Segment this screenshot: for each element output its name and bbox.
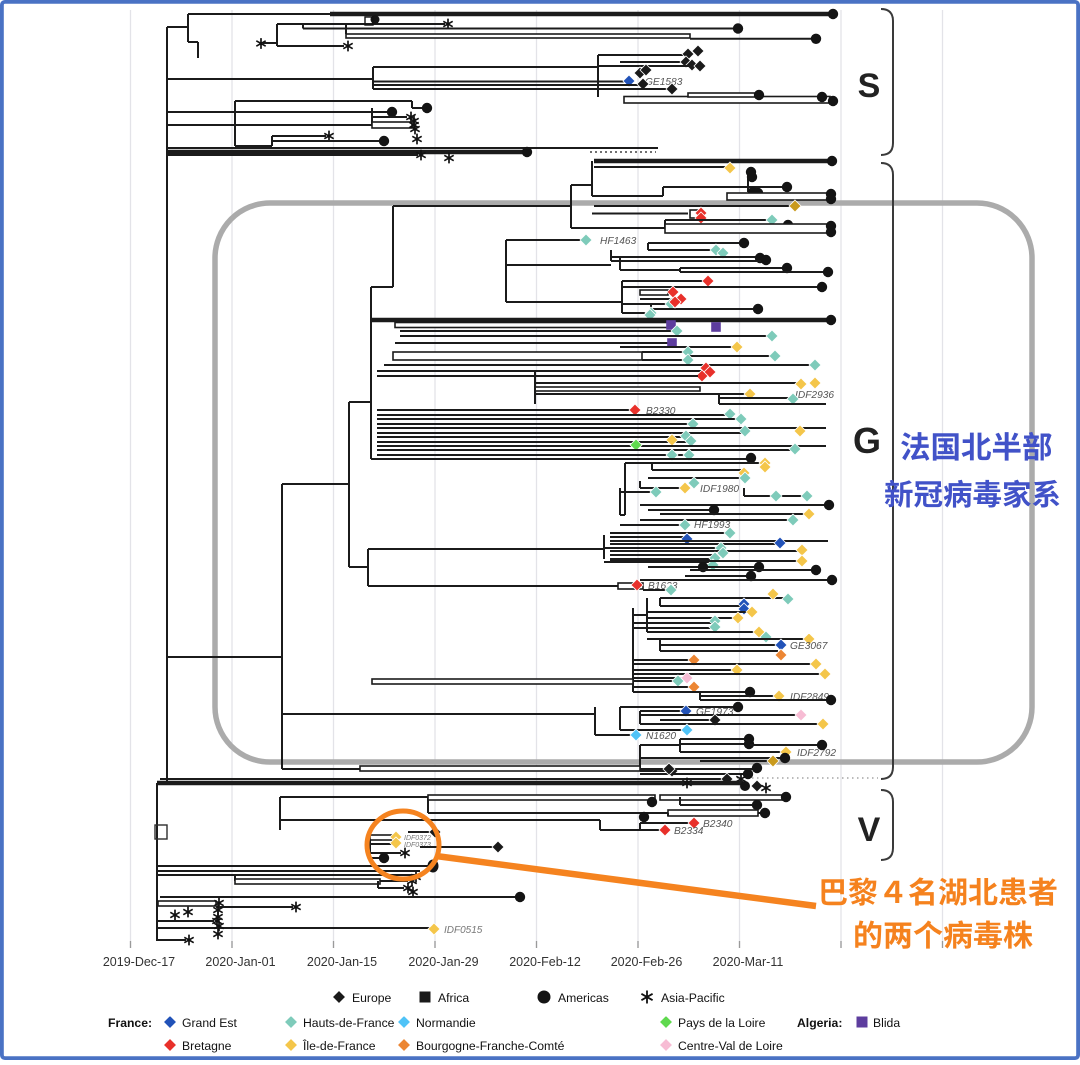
svg-text:IDF0515: IDF0515 (444, 925, 483, 936)
svg-text:B2330: B2330 (646, 406, 676, 417)
svg-text:N1620: N1620 (646, 731, 676, 742)
svg-text:IDF0373: IDF0373 (404, 842, 431, 849)
svg-text:S: S (858, 67, 881, 105)
svg-text:IDF0372: IDF0372 (404, 835, 431, 842)
svg-text:Asia-Pacific: Asia-Pacific (661, 991, 725, 1005)
svg-text:Algeria:: Algeria: (797, 1016, 842, 1030)
svg-text:GE1583: GE1583 (645, 77, 683, 88)
svg-text:Pays de la Loire: Pays de la Loire (678, 1016, 766, 1030)
svg-text:2019-Dec-17: 2019-Dec-17 (103, 955, 175, 969)
svg-text:Île-de-France: Île-de-France (302, 1038, 376, 1053)
svg-text:IDF2849: IDF2849 (790, 692, 829, 703)
svg-text:Normandie: Normandie (416, 1016, 476, 1030)
svg-text:Europe: Europe (352, 991, 392, 1005)
svg-text:V: V (858, 811, 881, 849)
svg-text:B2334: B2334 (674, 826, 704, 837)
svg-text:B1623: B1623 (648, 581, 678, 592)
svg-text:2020-Jan-29: 2020-Jan-29 (408, 955, 478, 969)
svg-text:2020-Feb-26: 2020-Feb-26 (611, 955, 683, 969)
svg-text:France:: France: (108, 1016, 152, 1030)
svg-text:B2340: B2340 (703, 819, 733, 830)
svg-text:2020-Jan-15: 2020-Jan-15 (307, 955, 377, 969)
svg-text:Hauts-de-France: Hauts-de-France (303, 1016, 395, 1030)
svg-text:IDF2936: IDF2936 (795, 390, 834, 401)
svg-text:Bourgogne-Franche-Comté: Bourgogne-Franche-Comté (416, 1039, 565, 1053)
svg-text:2020-Mar-11: 2020-Mar-11 (713, 955, 784, 969)
svg-text:GE3067: GE3067 (790, 641, 828, 652)
svg-text:Bretagne: Bretagne (182, 1039, 232, 1053)
svg-text:G: G (853, 420, 881, 461)
svg-text:Africa: Africa (438, 991, 469, 1005)
svg-text:HF1993: HF1993 (694, 520, 731, 531)
svg-text:GE1973: GE1973 (696, 707, 734, 718)
svg-text:Grand Est: Grand Est (182, 1016, 237, 1030)
svg-text:HF1463: HF1463 (600, 236, 637, 247)
svg-text:2020-Feb-12: 2020-Feb-12 (509, 955, 581, 969)
svg-text:Blida: Blida (873, 1016, 900, 1030)
svg-text:2020-Jan-01: 2020-Jan-01 (205, 955, 275, 969)
svg-text:IDF2792: IDF2792 (797, 748, 836, 759)
svg-text:IDF1980: IDF1980 (700, 484, 739, 495)
svg-text:Centre-Val de Loire: Centre-Val de Loire (678, 1039, 783, 1053)
svg-text:Americas: Americas (558, 991, 609, 1005)
